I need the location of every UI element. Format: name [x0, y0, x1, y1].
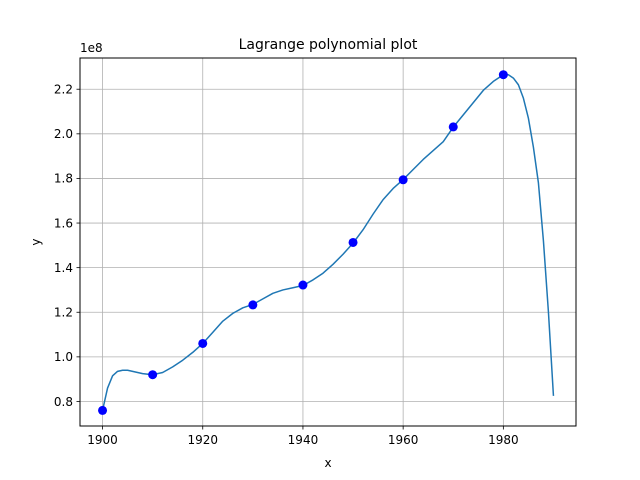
x-tick-label: 1900 [87, 433, 118, 447]
x-tick-label: 1940 [288, 433, 319, 447]
x-tick-label: 1980 [488, 433, 519, 447]
grid-lines [80, 58, 576, 426]
data-point [448, 122, 458, 132]
y-tick-label: 1.2 [54, 306, 73, 320]
y-axis-label: y [29, 238, 43, 245]
y-tick-label: 2.0 [54, 127, 73, 141]
axis-ticks: 1900 1920 1940 1960 1980 0.8 1.0 1.2 1.4 1.6 1.8 2.… [54, 83, 519, 447]
x-tick-label: 1960 [388, 433, 419, 447]
y-tick-label: 2.2 [54, 83, 73, 97]
y-axis-exponent: 1e8 [80, 41, 103, 55]
y-tick-label: 0.8 [54, 395, 73, 409]
y-tick-label: 1.0 [54, 350, 73, 364]
data-point [498, 70, 508, 80]
axes-frame [79, 57, 577, 427]
y-tick-label: 1.6 [54, 216, 73, 230]
x-axis-label: x [324, 456, 331, 470]
data-point [348, 237, 358, 247]
data-point [248, 300, 258, 310]
y-tick-label: 1.8 [54, 172, 73, 186]
x-tick-label: 1920 [187, 433, 218, 447]
plot-area [98, 70, 555, 415]
chart-title: Lagrange polynomial plot [239, 37, 418, 53]
data-point [198, 338, 208, 348]
data-point [398, 175, 408, 185]
y-tick-label: 1.4 [54, 261, 73, 275]
data-point [98, 405, 108, 415]
data-point [298, 280, 308, 290]
data-point [148, 370, 158, 380]
